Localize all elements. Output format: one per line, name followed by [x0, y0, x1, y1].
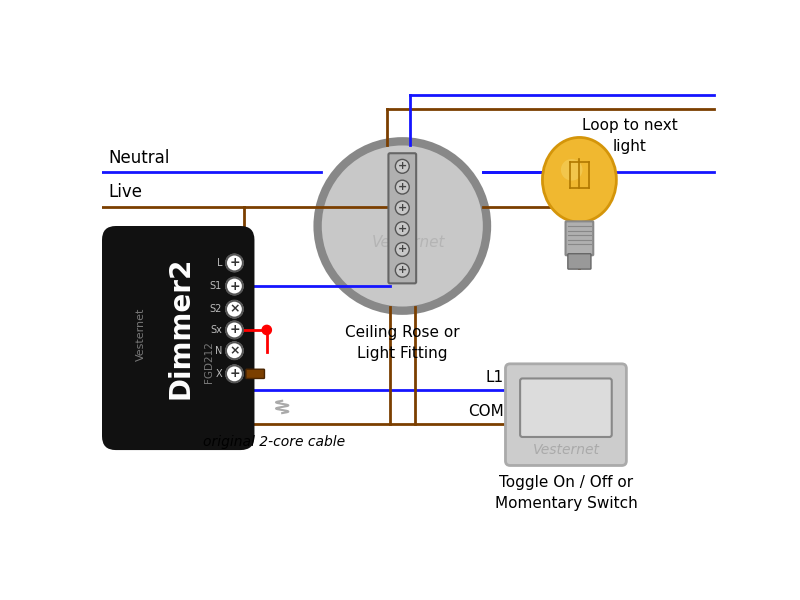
Text: Vesternet: Vesternet — [533, 443, 599, 457]
Text: +: + — [398, 161, 407, 172]
Ellipse shape — [542, 137, 616, 222]
Text: Live: Live — [108, 184, 142, 202]
FancyBboxPatch shape — [520, 379, 612, 437]
Text: Sx: Sx — [210, 325, 222, 335]
Text: X: X — [215, 369, 222, 379]
Circle shape — [262, 325, 271, 335]
Text: +: + — [229, 323, 240, 337]
FancyBboxPatch shape — [568, 254, 591, 269]
Text: +: + — [398, 265, 407, 275]
Text: S2: S2 — [210, 304, 222, 314]
Circle shape — [226, 278, 243, 295]
Circle shape — [395, 160, 410, 173]
Circle shape — [395, 201, 410, 215]
Text: Vesternet: Vesternet — [372, 235, 446, 250]
Text: +: + — [398, 244, 407, 254]
Text: Loop to next
light: Loop to next light — [582, 118, 678, 154]
FancyBboxPatch shape — [506, 364, 626, 466]
Circle shape — [395, 242, 410, 256]
Circle shape — [226, 322, 243, 338]
Text: Toggle On / Off or
Momentary Switch: Toggle On / Off or Momentary Switch — [494, 475, 638, 511]
Circle shape — [395, 180, 410, 194]
Text: +: + — [229, 367, 240, 380]
Circle shape — [226, 365, 243, 382]
Text: L: L — [217, 258, 222, 268]
Text: N: N — [214, 346, 222, 356]
FancyBboxPatch shape — [566, 221, 594, 255]
Text: COM: COM — [468, 403, 504, 419]
Text: Vesternet: Vesternet — [136, 307, 146, 361]
Text: +: + — [229, 280, 240, 293]
Circle shape — [226, 301, 243, 317]
Ellipse shape — [561, 159, 582, 181]
Text: FGD212: FGD212 — [205, 341, 214, 383]
Text: original 2-core cable: original 2-core cable — [203, 436, 346, 449]
Text: ×: × — [229, 344, 240, 357]
Text: Dimmer2: Dimmer2 — [166, 257, 194, 400]
Text: +: + — [229, 256, 240, 269]
Text: S1: S1 — [210, 281, 222, 291]
Text: Neutral: Neutral — [108, 149, 170, 167]
Text: Ceiling Rose or
Light Fitting: Ceiling Rose or Light Fitting — [345, 325, 460, 361]
Text: +: + — [398, 203, 407, 213]
Text: +: + — [398, 182, 407, 192]
Circle shape — [226, 254, 243, 271]
Circle shape — [395, 263, 410, 277]
FancyBboxPatch shape — [246, 369, 265, 379]
Text: L1: L1 — [486, 370, 504, 385]
Text: ×: × — [229, 302, 240, 316]
Circle shape — [395, 222, 410, 236]
FancyBboxPatch shape — [389, 153, 416, 283]
Circle shape — [226, 342, 243, 359]
FancyBboxPatch shape — [102, 226, 254, 450]
Circle shape — [318, 141, 487, 311]
Text: +: + — [398, 224, 407, 233]
